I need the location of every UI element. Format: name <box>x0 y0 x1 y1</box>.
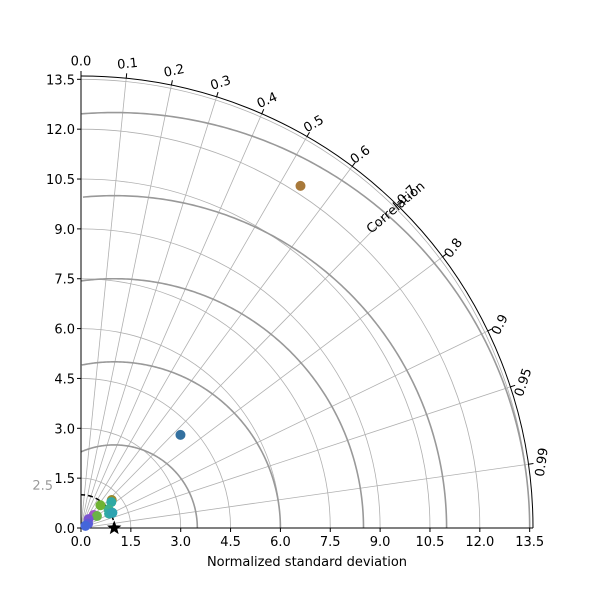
x-tick-label: 10.5 <box>415 535 444 550</box>
y-tick-label: 10.5 <box>46 173 75 188</box>
std-grid-arc <box>80 178 431 529</box>
correlation-tick-label: 0.5 <box>301 113 326 136</box>
correlation-tick-mark <box>170 80 173 86</box>
y-tick-label: 12.0 <box>46 123 75 138</box>
std-grid-arc <box>80 378 231 529</box>
x-tick-label: 3.0 <box>170 535 191 550</box>
correlation-grid-line <box>80 386 511 529</box>
correlation-tick-label: 0.8 <box>442 236 466 262</box>
correlation-tick-mark <box>442 253 447 258</box>
reference-star-marker <box>107 520 122 535</box>
correlation-grid-line <box>80 330 488 529</box>
x-tick-label: 7.5 <box>320 535 341 550</box>
y-tick-label: 1.5 <box>54 472 75 487</box>
std-grid-arc <box>80 78 531 529</box>
rms-contour <box>81 361 282 528</box>
x-tick-label: 12.0 <box>465 535 494 550</box>
rms-contour <box>80 444 199 528</box>
rms-contour <box>81 111 531 529</box>
std-grid-arc <box>80 278 331 529</box>
y-tick-label: 3.0 <box>54 422 75 437</box>
correlation-grid-line <box>80 136 308 529</box>
rms-contour <box>80 277 365 529</box>
correlation-grid-line <box>80 96 217 529</box>
correlation-tick-label: 0.95 <box>512 366 535 398</box>
std-grid-arc <box>80 128 481 529</box>
correlation-tick-label: 0.9 <box>489 312 512 337</box>
correlation-tick-label: 0.0 <box>71 55 92 70</box>
data-point <box>107 507 118 518</box>
correlation-tick-mark <box>528 463 534 465</box>
x-tick-label: 6.0 <box>270 535 291 550</box>
x-tick-label: 9.0 <box>370 535 391 550</box>
grid-layer <box>80 78 531 529</box>
data-point <box>295 180 306 191</box>
data-points <box>80 180 306 535</box>
y-tick-label: 13.5 <box>46 73 75 88</box>
rms-contour <box>82 194 448 529</box>
correlation-tick-label: 0.1 <box>117 56 139 73</box>
correlation-tick-mark <box>306 131 310 137</box>
data-point <box>175 429 186 440</box>
correlation-tick-label: 0.4 <box>255 90 280 112</box>
rms-contours: 2.55.07.510.012.5 <box>24 111 531 529</box>
correlation-tick-label: 0.6 <box>348 143 374 167</box>
data-point <box>80 520 91 531</box>
outer-correlation-arc <box>80 75 534 529</box>
correlation-tick-mark <box>125 73 128 79</box>
std-grid-arc <box>80 427 182 529</box>
correlation-tick-label: 0.99 <box>533 447 552 478</box>
correlation-tick-mark <box>510 384 516 388</box>
correlation-grid-line <box>80 85 172 529</box>
correlation-grid-line <box>80 113 263 529</box>
x-tick-label: 0.0 <box>71 535 92 550</box>
data-point <box>91 511 102 522</box>
correlation-grid-line <box>80 78 127 529</box>
correlation-grid-line <box>80 463 529 529</box>
correlation-tick-label: 0.3 <box>209 73 233 94</box>
y-tick-label: 0.0 <box>54 522 75 537</box>
data-point <box>95 500 106 511</box>
x-tick-label: 1.5 <box>121 535 142 550</box>
x-tick-label: 13.5 <box>515 535 544 550</box>
correlation-tick-mark <box>261 108 265 114</box>
y-tick-label: 4.5 <box>54 372 75 387</box>
correlation-tick-mark <box>397 201 402 206</box>
correlation-tick-mark <box>351 162 356 167</box>
rms-contour-label: 2.5 <box>32 479 53 494</box>
correlation-grid-line <box>80 166 353 529</box>
y-tick-label: 9.0 <box>54 223 75 238</box>
std-grid-arc <box>80 228 381 529</box>
std-grid-arc <box>80 477 132 529</box>
x-tick-label: 4.5 <box>220 535 241 550</box>
correlation-tick-mark <box>216 91 219 97</box>
x-axis-title: Normalized standard deviation <box>207 555 407 570</box>
correlation-grid-line <box>80 256 443 529</box>
y-tick-label: 7.5 <box>54 273 75 288</box>
correlation-tick-mark <box>487 328 493 332</box>
rms-label-background <box>24 476 61 493</box>
axes: 0.00.01.51.53.03.04.54.56.06.07.57.59.09… <box>46 55 552 551</box>
y-tick-label: 6.0 <box>54 323 75 338</box>
correlation-grid-line <box>80 204 398 529</box>
correlation-tick-label: 0.2 <box>163 62 186 81</box>
std-grid-arc <box>80 328 281 529</box>
